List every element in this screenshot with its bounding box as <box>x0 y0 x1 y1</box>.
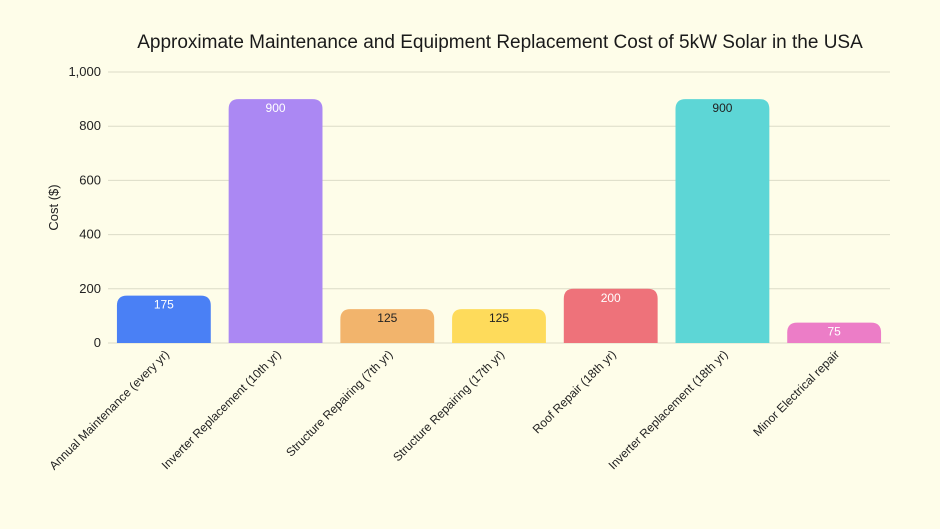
chart-title: Approximate Maintenance and Equipment Re… <box>137 32 863 53</box>
x-tick-label: Inverter Replacement (10th yr) <box>159 347 284 472</box>
x-tick-label: Structure Repairing (7th yr) <box>283 347 395 459</box>
data-label: 125 <box>489 311 509 325</box>
data-label: 75 <box>827 325 841 339</box>
data-label: 200 <box>601 291 621 305</box>
x-tick-label: Minor Electrical repair <box>750 347 842 439</box>
y-tick-label: 800 <box>79 118 101 133</box>
bar <box>675 99 770 343</box>
x-tick-label: Inverter Replacement (18th yr) <box>606 347 731 472</box>
data-label: 900 <box>266 101 286 115</box>
x-tick-label: Annual Maintenance (every yr) <box>47 347 172 472</box>
data-label: 175 <box>154 298 174 312</box>
x-tick-label: Roof Repair (18th yr) <box>530 347 619 436</box>
bar <box>787 322 882 343</box>
y-tick-label: 600 <box>79 172 101 187</box>
data-label: 900 <box>712 101 732 115</box>
y-tick-label: 400 <box>79 227 101 242</box>
y-tick-label: 1,000 <box>68 64 101 79</box>
bar <box>116 295 211 343</box>
y-axis-label: Cost ($) <box>46 184 61 230</box>
bar <box>452 309 546 343</box>
y-tick-label: 200 <box>79 281 101 296</box>
bar <box>563 288 658 343</box>
y-tick-label: 0 <box>94 335 101 350</box>
bar <box>340 309 435 343</box>
bar <box>228 99 323 343</box>
x-tick-label: Structure Repairing (17th yr) <box>390 347 507 464</box>
data-label: 125 <box>377 311 397 325</box>
